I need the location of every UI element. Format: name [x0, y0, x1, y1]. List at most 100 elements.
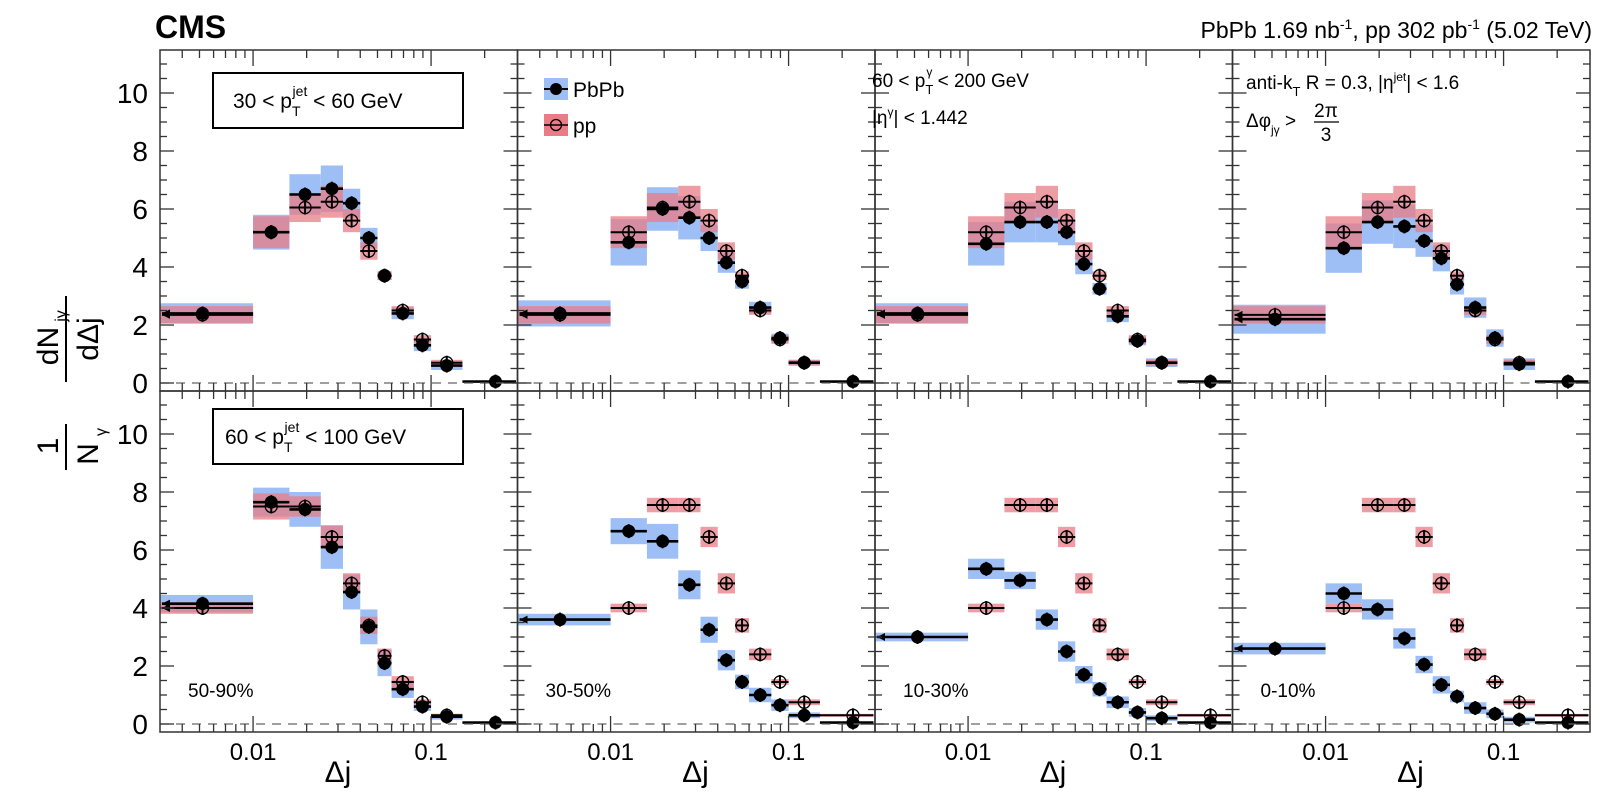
pbpb-point — [682, 578, 696, 592]
pbpb-point — [1434, 251, 1448, 265]
cms-label: CMS — [155, 9, 226, 45]
pbpb-point — [1397, 219, 1411, 233]
arrow-left-icon — [1234, 315, 1243, 324]
pbpb-point — [1268, 642, 1282, 656]
svg-text:|ηγ| < 1.442: |ηγ| < 1.442 — [872, 105, 968, 129]
pbpb-point — [1077, 668, 1091, 682]
pp-point — [1450, 618, 1464, 633]
pbpb-point — [1093, 282, 1107, 296]
pbpb-point — [1371, 215, 1385, 229]
pbpb-point — [1060, 645, 1074, 658]
x-tick-label: 0.01 — [587, 739, 634, 766]
pbpb-point — [735, 275, 749, 288]
y-tick-label: 0 — [132, 709, 148, 740]
photon-selection-label: 60 < pTγ < 200 GeV |ηγ| < 1.442 — [872, 65, 1029, 129]
arrow-left-icon — [877, 309, 885, 318]
pp-point — [682, 195, 697, 209]
y-axis-title: 1 N γ dN jγ dΔj — [32, 296, 110, 470]
pbpb-point — [1434, 678, 1448, 692]
axis-labels: 0 2 4 6 8 10 50-90% 0.01 0.1 Δj 30-50% 0.01 0.1 Δj 10-… — [117, 78, 1520, 789]
pbpb-point — [1468, 301, 1482, 315]
x-tick-label: 0.1 — [414, 739, 447, 766]
pbpb-point — [396, 682, 410, 696]
pbpb-point — [1130, 705, 1144, 719]
filled-circle-marker-icon — [550, 83, 562, 95]
pbpb-point — [1111, 309, 1125, 323]
pp-point — [655, 498, 670, 512]
pbpb-point — [1397, 631, 1411, 645]
pbpb-point — [911, 630, 925, 644]
pbpb-point — [553, 613, 567, 627]
panel-frames — [159, 49, 1591, 733]
pp-point — [682, 498, 697, 512]
pp-point — [1111, 647, 1125, 662]
pbpb-point — [656, 534, 670, 548]
pbpb-point — [753, 688, 767, 702]
x-tick-label: 0.01 — [230, 739, 277, 766]
pbpb-point — [1040, 215, 1054, 229]
arrow-left-icon — [162, 309, 170, 318]
pbpb-point — [797, 708, 811, 722]
pbpb-point — [773, 698, 787, 712]
pp-point — [1077, 244, 1091, 258]
pbpb-point — [1337, 241, 1351, 255]
pbpb-point — [702, 231, 716, 245]
x-axis-title: Δj — [1040, 756, 1067, 789]
pbpb-point — [1337, 587, 1351, 600]
data-points — [162, 181, 1589, 730]
pbpb-point — [1468, 701, 1482, 715]
pbpb-point — [488, 375, 502, 389]
svg-text:Δφjγ >: Δφjγ > — [1246, 111, 1296, 137]
pp-point — [1434, 576, 1449, 590]
centrality-label: 10-30% — [903, 681, 969, 702]
pp-point — [1397, 498, 1412, 512]
pp-point — [1092, 269, 1107, 283]
pbpb-point — [1417, 234, 1431, 248]
y-tick-label: 8 — [132, 136, 148, 167]
pp-point — [735, 618, 749, 633]
pp-point — [1337, 225, 1351, 239]
pbpb-point — [298, 188, 312, 201]
x-tick-label: 0.1 — [1129, 739, 1162, 766]
pp-point — [1488, 675, 1502, 689]
y-tick-label: 10 — [117, 419, 148, 450]
legend-label-pbpb: PbPb — [573, 79, 624, 102]
pp-point — [1417, 213, 1431, 228]
svg-text:anti-kT R = 0.3, |ηjet| < 1.6: anti-kT R = 0.3, |ηjet| < 1.6 — [1246, 70, 1459, 99]
pbpb-point — [1093, 682, 1107, 696]
x-tick-label: 0.1 — [1487, 739, 1520, 766]
pp-point — [1337, 601, 1351, 615]
y-tick-label: 6 — [132, 194, 148, 225]
pp-point — [362, 244, 376, 258]
pp-point — [1130, 675, 1145, 689]
legend: PbPb pp — [544, 78, 624, 138]
pp-point — [753, 647, 767, 662]
pbpb-point — [753, 301, 767, 315]
pbpb-point — [1417, 658, 1431, 672]
x-axis-title: Δj — [1397, 756, 1424, 789]
pp-point — [298, 200, 312, 215]
pbpb-point — [1512, 713, 1526, 727]
pbpb-point — [1561, 716, 1575, 730]
pp-point — [979, 601, 993, 615]
pbpb-point — [1450, 277, 1464, 291]
pbpb-point — [1060, 225, 1074, 239]
pp-point — [1370, 498, 1385, 512]
pbpb-point — [719, 653, 733, 667]
y-tick-label: 0 — [132, 368, 148, 399]
pp-point — [1077, 576, 1091, 590]
pbpb-point — [1371, 602, 1385, 616]
pbpb-point — [196, 306, 210, 320]
pp-point — [702, 213, 716, 228]
pbpb-point — [1111, 695, 1125, 709]
pbpb-point — [773, 331, 787, 345]
svg-text:γ: γ — [93, 428, 110, 436]
pbpb-point — [488, 716, 502, 730]
pbpb-point — [298, 502, 312, 516]
arrow-left-icon — [519, 615, 528, 624]
svg-text:dΔj: dΔj — [72, 317, 105, 360]
svg-text:dN: dN — [32, 327, 65, 365]
pbpb-point — [345, 585, 359, 599]
pbpb-point — [1155, 356, 1169, 370]
